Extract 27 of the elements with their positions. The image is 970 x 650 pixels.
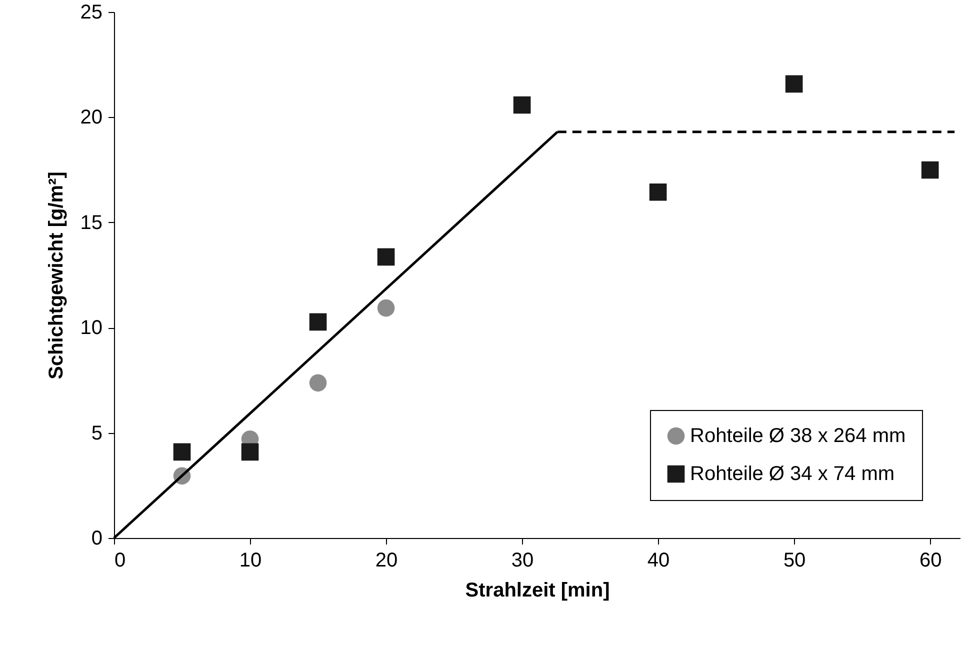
legend-label: Rohteile Ø 38 x 264 mm bbox=[690, 425, 906, 447]
y-tick-label: 15 bbox=[80, 212, 102, 234]
point bbox=[785, 75, 803, 93]
point bbox=[377, 299, 395, 317]
point bbox=[241, 443, 259, 461]
y-tick-label: 10 bbox=[80, 317, 102, 340]
point bbox=[377, 248, 395, 266]
x-axis-title: Strahlzeit [min] bbox=[465, 580, 610, 602]
point bbox=[649, 183, 667, 201]
point bbox=[513, 96, 531, 114]
x-tick-label: 40 bbox=[647, 550, 670, 572]
legend-label: Rohteile Ø 34 x 74 mm bbox=[690, 463, 895, 485]
x-tick-label: 10 bbox=[239, 550, 262, 572]
y-tick-label: 5 bbox=[91, 422, 102, 444]
x-tick-label: 50 bbox=[783, 550, 806, 572]
point bbox=[921, 161, 939, 179]
point bbox=[309, 313, 327, 331]
x-tick-label: 30 bbox=[511, 550, 534, 572]
x-tick-label: 20 bbox=[375, 550, 398, 572]
point bbox=[309, 374, 327, 392]
x-tick-label: 0 bbox=[114, 550, 126, 572]
y-tick-label: 25 bbox=[80, 2, 102, 24]
y-tick-label: 0 bbox=[91, 528, 102, 550]
point bbox=[173, 443, 191, 461]
x-tick-label: 60 bbox=[919, 550, 942, 572]
y-tick-label: 20 bbox=[80, 106, 102, 129]
y-axis-title: Schichtgewicht [g/m²] bbox=[45, 172, 68, 380]
